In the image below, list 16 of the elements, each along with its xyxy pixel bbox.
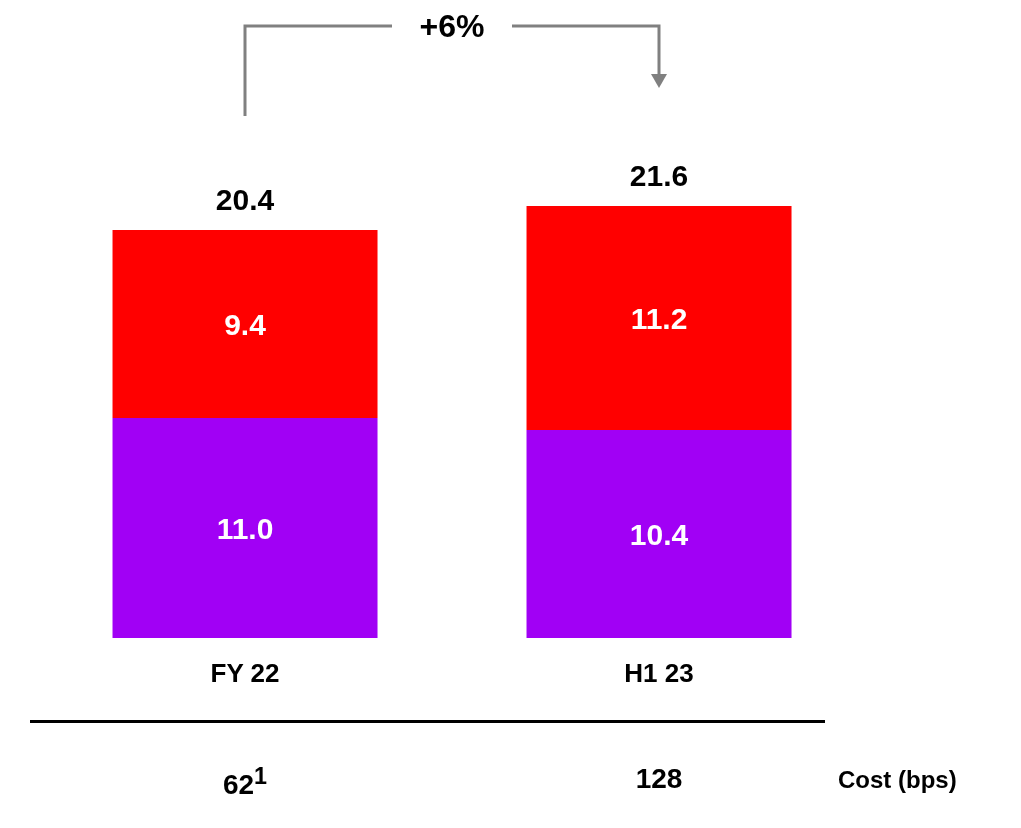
data-label: 11.2	[630, 301, 688, 335]
data-label: 11.0	[216, 511, 274, 545]
text: +6%	[392, 8, 512, 45]
text: 128	[634, 763, 684, 795]
total-label: 20.4	[215, 183, 275, 216]
bar	[526, 430, 792, 638]
x-tick-label: H1 23	[624, 658, 694, 689]
bar	[112, 418, 378, 638]
bar	[112, 230, 378, 418]
x-tick-label: FY 22	[210, 658, 280, 689]
bar	[526, 206, 792, 430]
data-label: 9.4	[224, 307, 267, 341]
text: 62$^{1}$	[221, 763, 269, 802]
text: Cost (bps)	[838, 766, 957, 794]
total-label: 21.6	[629, 159, 689, 192]
data-label: 10.4	[629, 517, 689, 551]
